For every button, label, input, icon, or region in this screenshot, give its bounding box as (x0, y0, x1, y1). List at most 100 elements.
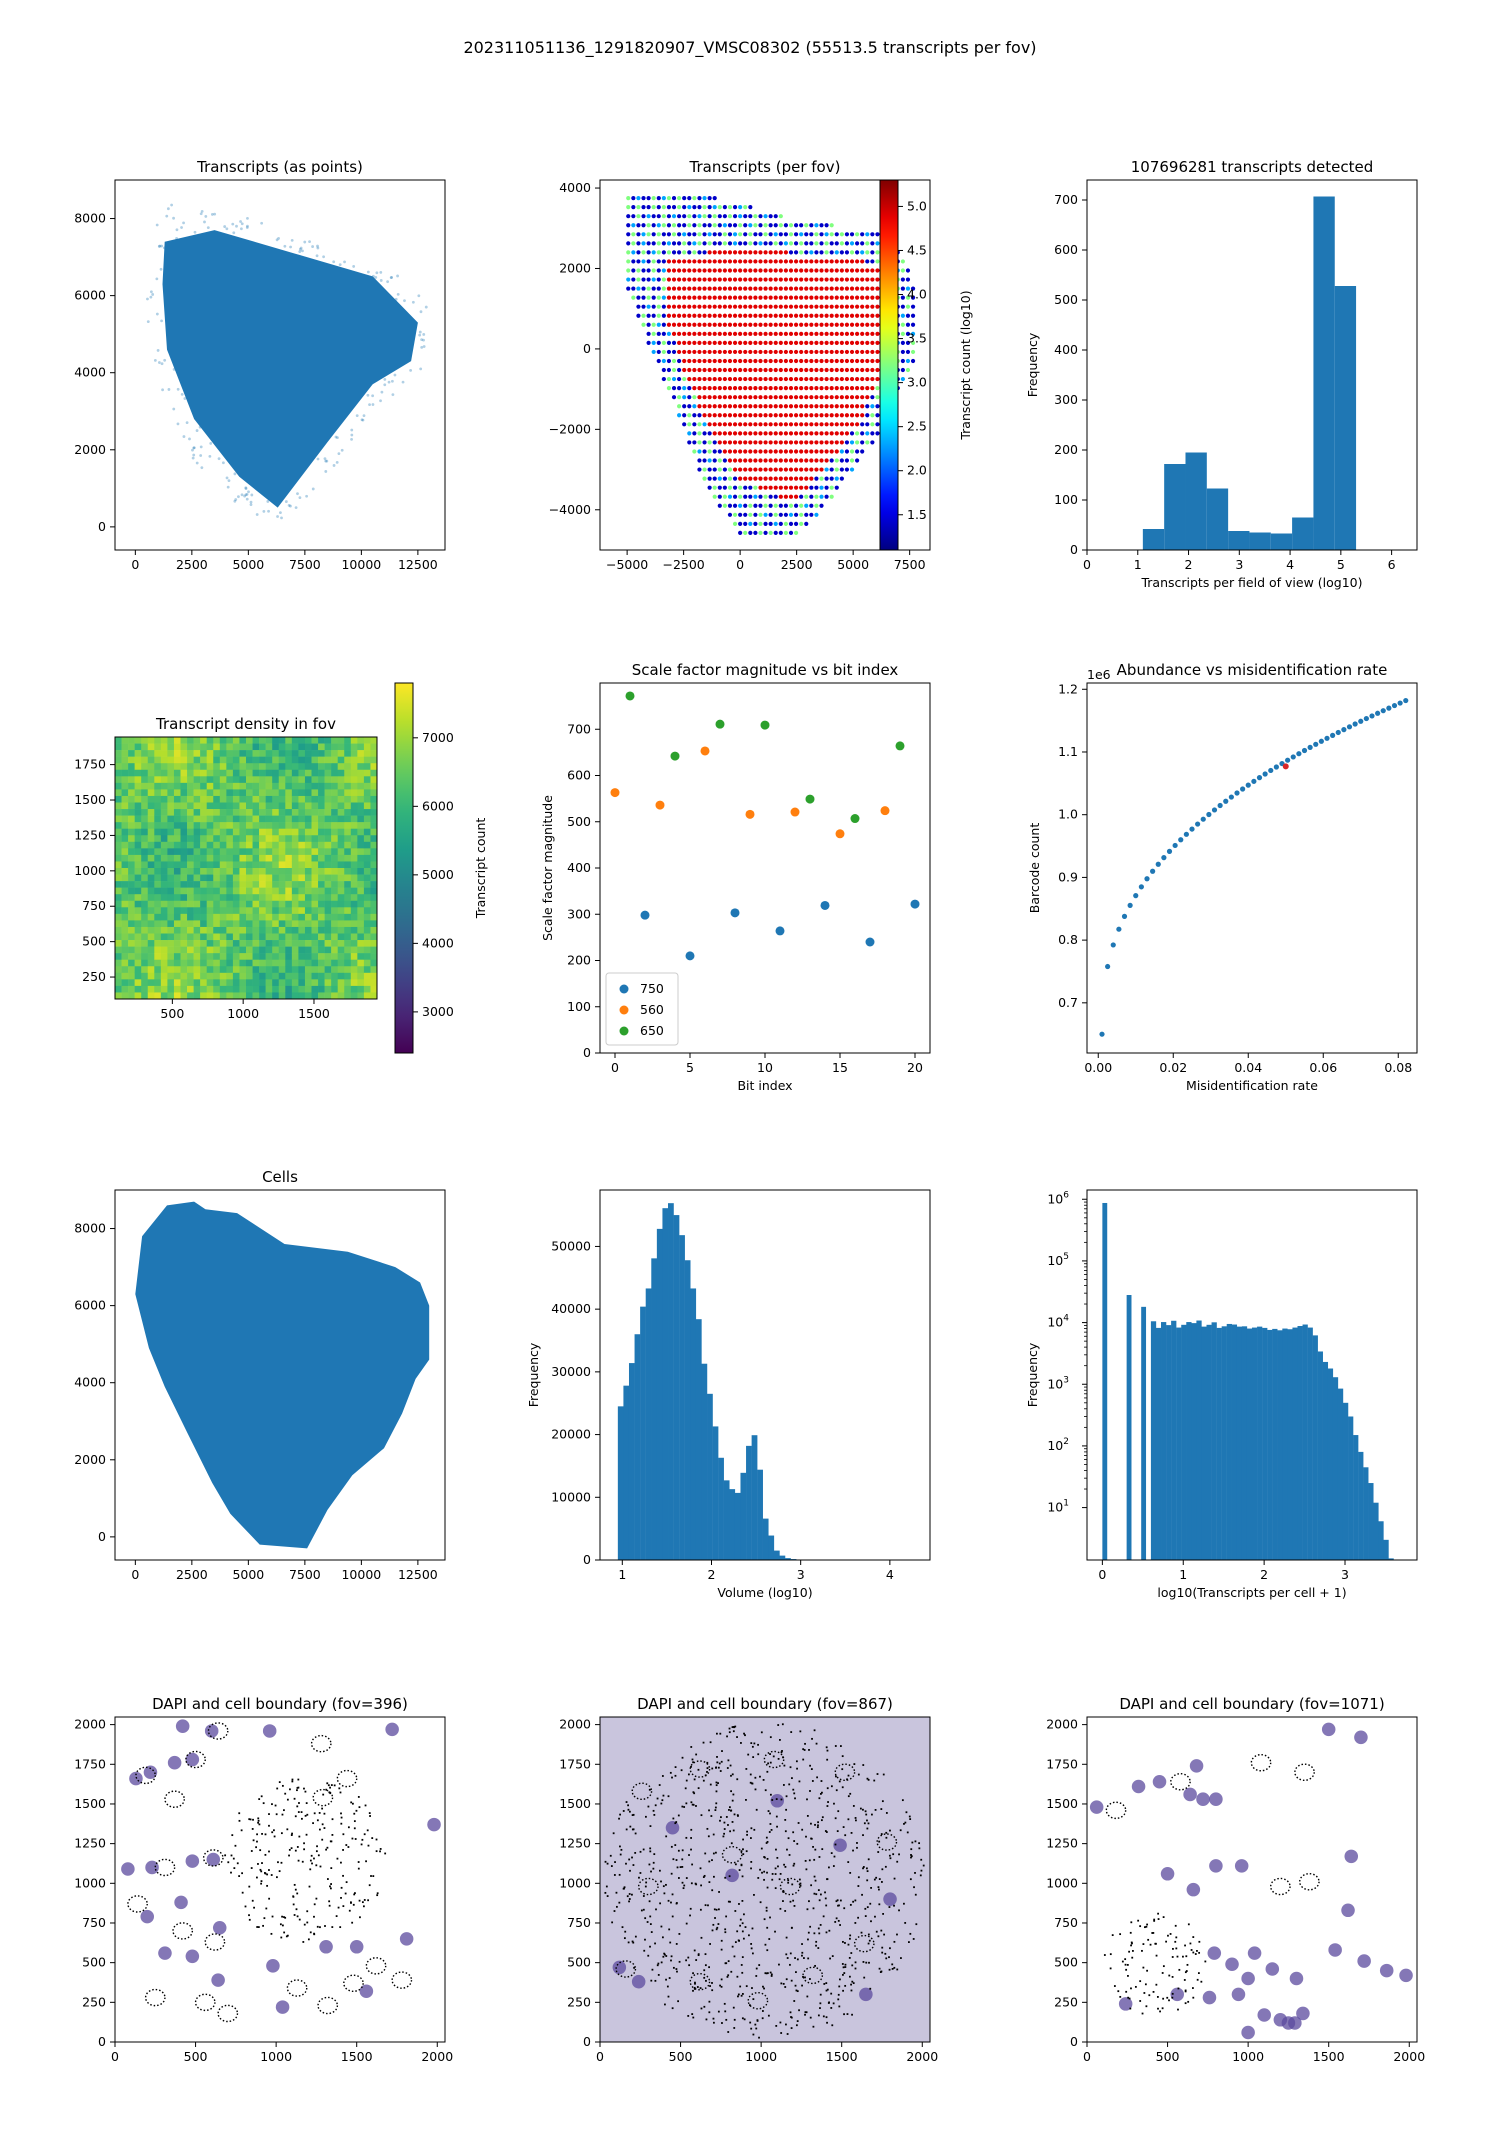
chart-dapi-396: 0 500 1000 1500 2000025050075010001250150017… (74, 1695, 453, 2064)
fov-point (758, 259, 763, 264)
boundary-dot (850, 1989, 853, 1992)
boundary-dot (704, 1852, 707, 1855)
fov-point (677, 313, 682, 318)
fov-point (641, 223, 646, 228)
heatmap-cell (193, 940, 201, 947)
heatmap-cell (160, 913, 168, 921)
heatmap-cell (259, 822, 266, 829)
boundary-dot (277, 1861, 279, 1864)
legend-label: 560 (640, 1002, 664, 1017)
heatmap-cell (219, 789, 227, 797)
fov-point (727, 205, 733, 210)
heatmap-cell (193, 933, 201, 941)
heatmap-cell (173, 972, 181, 980)
fov-point (839, 458, 844, 463)
barcode-point (1307, 744, 1313, 750)
fov-point (809, 349, 814, 355)
boundary-dot (880, 1808, 883, 1810)
fov-point (641, 295, 646, 300)
heatmap-cell (318, 959, 325, 967)
boundary-dot (651, 1968, 654, 1971)
transcript-point (403, 299, 406, 303)
heatmap-cell (167, 737, 175, 744)
fov-point (865, 277, 870, 282)
heatmap-cell (173, 959, 181, 967)
boundary-dot (739, 1985, 742, 1988)
boundary-dot (862, 1867, 864, 1870)
fov-point (768, 304, 773, 309)
boundary-dot (654, 1979, 657, 1982)
heatmap-cell (219, 776, 227, 784)
heatmap-cell (115, 979, 122, 987)
heatmap-cell (115, 861, 122, 869)
transcript-point (267, 509, 270, 513)
boundary-dot (750, 1943, 753, 1945)
boundary-dot (753, 1742, 756, 1745)
heatmap-cell (239, 795, 247, 803)
fov-point (783, 440, 789, 445)
fov-point (778, 494, 783, 499)
boundary-dot (675, 1821, 678, 1823)
boundary-dot (709, 1741, 712, 1744)
heatmap-cell (167, 913, 175, 921)
axes-frame (1086, 682, 1418, 1054)
heatmap-cell (252, 841, 260, 849)
heatmap-cell (213, 795, 221, 803)
fov-point (682, 250, 687, 255)
boundary-dot (264, 1833, 267, 1836)
fov-point (799, 295, 804, 300)
heatmap-cell (226, 848, 234, 856)
heatmap-cell (298, 815, 306, 823)
heatmap-cell (298, 933, 306, 941)
heatmap-cell (239, 854, 247, 862)
boundary-dot (777, 1757, 780, 1760)
fov-point (626, 277, 631, 282)
boundary-dot (309, 1859, 312, 1862)
heatmap-cell (324, 979, 332, 987)
fov-point (661, 295, 666, 300)
y-tick-label: 1750 (74, 757, 106, 772)
boundary-dot (862, 1834, 864, 1837)
fov-point (865, 313, 870, 318)
fov-point (799, 349, 804, 355)
fov-point (860, 440, 865, 445)
heatmap-cell (285, 926, 293, 934)
fov-point (819, 358, 824, 364)
fov-point (824, 295, 829, 300)
heatmap-cell (141, 743, 149, 751)
boundary-dot (716, 1732, 718, 1735)
heatmap-cell (337, 854, 345, 862)
heatmap-cell (337, 822, 345, 829)
boundary-dot (767, 1810, 770, 1812)
transcript-point (231, 222, 235, 226)
heatmap-cell (232, 782, 240, 790)
heatmap-cell (246, 992, 253, 1000)
boundary-dot (833, 1855, 836, 1858)
boundary-dot (694, 1981, 696, 1984)
fov-point (692, 313, 697, 318)
heatmap-cell (318, 795, 325, 803)
heatmap-cell (370, 913, 378, 921)
boundary-dot (268, 1824, 270, 1827)
boundary-dot (898, 1853, 900, 1856)
barcode-point (1386, 705, 1392, 711)
heatmap-cell (246, 828, 253, 836)
heatmap-cell (259, 809, 266, 816)
boundary-dot (316, 1819, 319, 1822)
fov-point (855, 331, 860, 336)
fov-point (758, 494, 763, 499)
heatmap-cell (265, 828, 273, 836)
fov-point (717, 458, 722, 463)
heatmap-cell (147, 828, 155, 836)
heatmap-cell (344, 743, 352, 751)
heatmap-cell (180, 737, 188, 744)
heatmap-cell (180, 959, 188, 967)
fov-point (788, 223, 794, 228)
transcript-point (160, 319, 163, 323)
heatmap-cell (272, 822, 280, 829)
fov-point (804, 376, 809, 382)
fov-point (631, 205, 636, 210)
heatmap-cell (154, 874, 162, 882)
fov-point (707, 304, 712, 309)
fov-point (783, 431, 789, 436)
